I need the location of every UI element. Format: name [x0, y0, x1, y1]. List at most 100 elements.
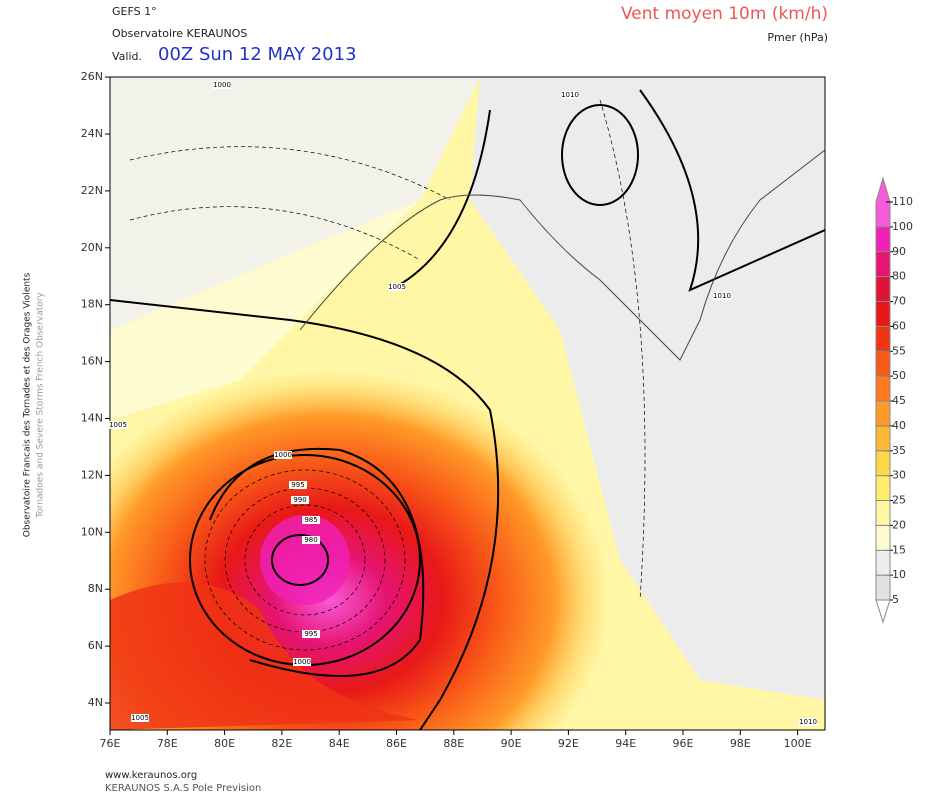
x-tick-label: 92E: [558, 737, 579, 750]
isobar-label: 1000: [293, 658, 311, 666]
colorbar-segment: [875, 425, 891, 452]
side-label: Tornadoes and Severe Storms French Obser…: [36, 292, 46, 519]
isobar-label-bg: [388, 283, 406, 291]
isobar-label: 990: [293, 496, 306, 504]
y-tick-label: 26N: [81, 70, 103, 83]
y-tick-label: 8N: [88, 582, 103, 595]
colorbar-label: 15: [892, 543, 906, 556]
x-tick-label: 94E: [615, 737, 636, 750]
colorbar-segment: [875, 176, 891, 228]
y-tick-label: 4N: [88, 696, 103, 709]
colorbar-label: 60: [892, 319, 906, 332]
colorbar-label: 70: [892, 295, 906, 308]
x-tick-label: 100E: [784, 737, 812, 750]
colorbar-segment: [875, 549, 891, 576]
x-tick-label: 90E: [501, 737, 522, 750]
colorbar-segment: [875, 276, 891, 302]
colorbar-label: 80: [892, 270, 906, 283]
map-frame: [109, 76, 826, 731]
colorbar-segment: [875, 450, 891, 477]
isobar-label: 995: [291, 481, 304, 489]
y-tick-label: 14N: [81, 412, 103, 425]
map-subtitle: Pmer (hPa): [767, 31, 828, 44]
colorbar-segment: [875, 599, 891, 624]
y-tick-label: 6N: [88, 639, 103, 652]
colorbar-segment: [875, 574, 891, 601]
colorbar-label: 10: [892, 568, 906, 581]
footer-company: KERAUNOS S.A.S Pole Prevision: [105, 783, 261, 794]
y-tick-label: 20N: [81, 241, 103, 254]
colorbar-segment: [875, 400, 891, 427]
valid-prefix: Valid.: [112, 50, 142, 63]
model-label: GEFS 1°: [112, 5, 157, 18]
y-tick-label: 16N: [81, 355, 103, 368]
colorbar-segment: [875, 475, 891, 501]
y-tick-label: 10N: [81, 525, 103, 538]
isobar-label: 995: [304, 630, 317, 638]
x-tick-label: 78E: [157, 737, 178, 750]
isobar-label-bg: [289, 481, 307, 489]
colorbar-segment: [875, 301, 891, 327]
map-field: [110, 77, 825, 730]
isobar-label: 1010: [561, 91, 579, 99]
isobar-label-bg: [109, 421, 127, 429]
y-tick-label: 24N: [81, 127, 103, 140]
isobar-label-bg: [302, 516, 320, 524]
colorbar-segment: [875, 251, 891, 278]
colorbar-label: 5: [892, 593, 899, 606]
isobar-label: 1010: [713, 292, 731, 300]
isobar-label-bg: [213, 81, 231, 89]
isobar-label-bg: [131, 714, 149, 722]
y-tick-label: 22N: [81, 184, 103, 197]
valid-date: 00Z Sun 12 MAY 2013: [158, 44, 357, 65]
x-tick-label: 84E: [329, 737, 350, 750]
colorbar-label: 25: [892, 494, 906, 507]
x-tick-label: 80E: [214, 737, 235, 750]
isobar-label-bg: [274, 451, 292, 459]
colorbar-label: 30: [892, 469, 906, 482]
x-tick-label: 76E: [100, 737, 121, 750]
y-tick-label: 18N: [81, 298, 103, 311]
colorbar-label: 90: [892, 245, 906, 258]
isobar-label: 1005: [109, 421, 127, 429]
isobar-label-bg: [302, 536, 320, 544]
colorbar-segment: [875, 325, 891, 352]
colorbar-segment: [875, 500, 891, 526]
colorbar-label: 35: [892, 444, 906, 457]
map-title: Vent moyen 10m (km/h): [621, 4, 828, 24]
isobar-label: 1010: [799, 718, 817, 726]
colorbar-segment: [875, 226, 891, 253]
colorbar-segment: [875, 350, 891, 377]
isobar-label-bg: [302, 630, 320, 638]
colorbar-label: 110: [892, 195, 913, 208]
colorbar-segment: [875, 524, 891, 551]
isobar-label: 1005: [131, 714, 149, 722]
y-tick-label: 12N: [81, 468, 103, 481]
colorbar-label: 55: [892, 344, 906, 357]
x-tick-label: 96E: [673, 737, 694, 750]
colorbar-label: 45: [892, 394, 906, 407]
isobar-label: 980: [304, 536, 317, 544]
isobar-label: 1005: [388, 283, 406, 291]
x-tick-label: 88E: [443, 737, 464, 750]
colorbar-label: 100: [892, 220, 913, 233]
isobar-label-bg: [799, 718, 817, 726]
colorbar-label: 20: [892, 518, 906, 531]
source-label: Observatoire KERAUNOS: [112, 27, 247, 40]
x-tick-label: 98E: [730, 737, 751, 750]
isobar-label: 985: [304, 516, 317, 524]
isobar-label-bg: [291, 496, 309, 504]
isobar-label: 1000: [213, 81, 231, 89]
side-label: Observatoire Francais des Tornades et de…: [23, 272, 33, 537]
colorbar-label: 40: [892, 419, 906, 432]
colorbar-label: 50: [892, 369, 906, 382]
colorbar-segment: [875, 375, 891, 402]
isobar-label-bg: [713, 292, 731, 300]
isobar-label: 1000: [274, 451, 292, 459]
isobar-label-bg: [293, 658, 311, 666]
footer-url: www.keraunos.org: [105, 770, 197, 781]
x-tick-label: 86E: [386, 737, 407, 750]
x-tick-label: 82E: [271, 737, 292, 750]
isobar-label-bg: [561, 91, 579, 99]
